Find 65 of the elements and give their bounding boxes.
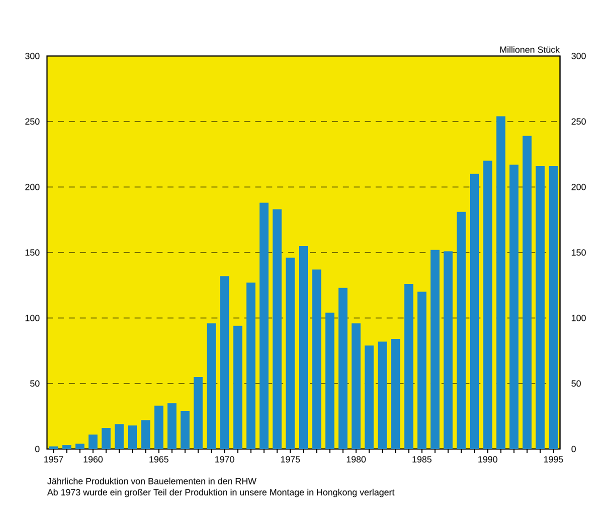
bar: [102, 428, 111, 449]
bar: [114, 424, 124, 449]
text: Jährliche Produktion von Bauelementen in den RHW: [47, 478, 256, 484]
y2-axis-title: Millionen Stück: [500, 46, 560, 53]
x-tick-label: 1960: [84, 456, 103, 463]
bar: [246, 282, 256, 449]
y2-tick-label: 0: [572, 446, 576, 452]
bar: [417, 292, 426, 449]
y-tick-label: 200: [25, 184, 40, 190]
y2-tick-label: 200: [572, 184, 586, 190]
y2-tick-label: 100: [572, 314, 586, 322]
bar: [378, 342, 387, 449]
bar: [509, 164, 518, 449]
y2-tick-label: 50: [572, 380, 581, 387]
y-tick-label: 250: [25, 118, 40, 125]
y2-tick-label: 300: [572, 52, 586, 60]
bar: [286, 258, 295, 449]
bar: [312, 270, 322, 449]
y-tick-label: 50: [30, 380, 40, 387]
bar: [522, 136, 532, 449]
bar: [404, 284, 414, 449]
bar: [167, 403, 176, 449]
bar: [548, 166, 558, 449]
bar: [444, 251, 453, 449]
y-tick-label: 150: [26, 249, 40, 256]
bar: [456, 212, 466, 449]
bar: [430, 250, 440, 449]
y2-tick-label: 150: [572, 249, 586, 256]
bar: [299, 246, 308, 449]
bar: [338, 288, 348, 449]
y2-tick-label: 250: [572, 118, 586, 125]
bar: [325, 312, 334, 449]
bar: [260, 202, 269, 449]
bar: [141, 420, 150, 449]
bar: [220, 276, 230, 449]
y-tick-label: 300: [25, 52, 40, 60]
bar: [88, 434, 98, 449]
x-tick-label: 1985: [412, 456, 432, 463]
bar: [496, 116, 506, 449]
bar: [128, 425, 137, 449]
x-tick-label: 1975: [281, 456, 300, 463]
x-tick-label: 1970: [215, 456, 234, 463]
bar: [206, 323, 216, 449]
bar: [536, 166, 545, 449]
bar: [233, 326, 242, 449]
x-tick-label: 1965: [150, 456, 168, 463]
bar: [272, 209, 282, 449]
bar: [154, 406, 164, 449]
y-tick-label: 100: [26, 314, 40, 322]
bar: [194, 376, 203, 449]
bar: [364, 346, 374, 449]
bar: [49, 446, 58, 449]
bar: [62, 445, 72, 449]
bar: [483, 160, 492, 449]
bar: [180, 411, 190, 449]
x-tick-label: 1990: [478, 456, 498, 463]
bar: [391, 338, 400, 449]
bar: [470, 174, 480, 449]
text: Ab 1973 wurde ein großer Teil der Produktion in unsere Montage in Hongkong verlagert: [47, 488, 394, 498]
y-tick-label: 0: [35, 446, 40, 452]
bar: [352, 323, 361, 449]
bar: [75, 444, 84, 449]
x-tick-label: 1980: [346, 456, 366, 463]
x-tick-label: 1995: [544, 456, 564, 463]
x-tick-label: 1957: [44, 456, 64, 463]
